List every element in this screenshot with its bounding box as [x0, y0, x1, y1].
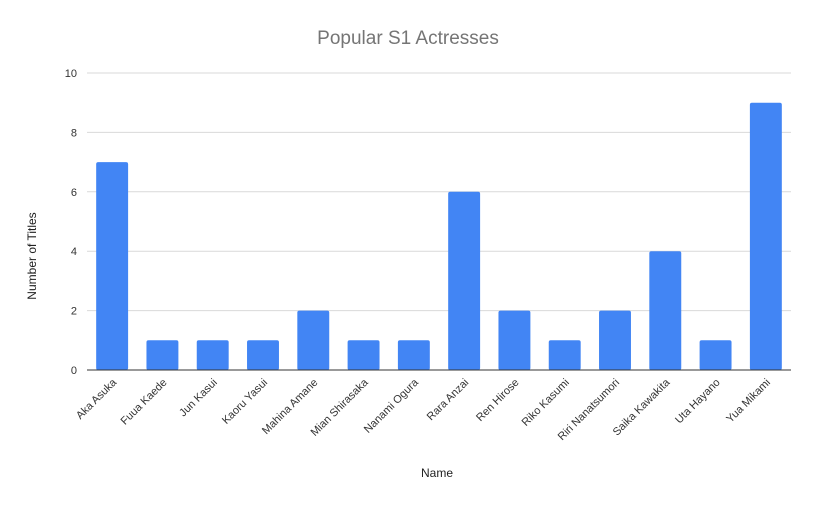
- bar: [96, 162, 129, 370]
- x-tick-label: Nanami Ogura: [362, 376, 422, 436]
- x-tick-label: Kaoru Yasui: [220, 377, 270, 427]
- bar: [448, 191, 481, 370]
- x-tick-label: Yua Mikami: [724, 377, 773, 426]
- x-tick-label: Rara Anzai: [425, 377, 472, 424]
- x-tick-label: Fuua Kaede: [119, 377, 170, 428]
- y-axis-ticks: 0 2 4 6 8 10: [65, 68, 77, 377]
- y-tick-label: 10: [65, 68, 77, 80]
- bar: [548, 340, 581, 370]
- bar: [749, 102, 782, 370]
- bar: [247, 340, 279, 370]
- bar: [599, 310, 631, 370]
- x-tick-label: Aka Asuka: [74, 376, 120, 422]
- bar: [699, 340, 732, 370]
- y-tick-label: 4: [71, 246, 77, 258]
- y-tick-label: 2: [71, 306, 77, 318]
- x-tick-label: Jun Kasui: [177, 377, 220, 420]
- bar: [498, 310, 531, 370]
- y-tick-label: 6: [71, 187, 77, 199]
- bar: [196, 340, 229, 370]
- x-axis-label: Name: [421, 466, 453, 480]
- bars: [96, 102, 782, 370]
- x-axis-ticks: Aka Asuka Fuua Kaede Jun Kasui Kaoru YasuiM…: [74, 376, 773, 443]
- bar: [347, 340, 380, 370]
- y-axis-label: Number of Titles: [25, 212, 39, 299]
- bar: [649, 251, 682, 370]
- x-tick-label: Ren Hirose: [474, 377, 521, 424]
- bar: [146, 340, 179, 370]
- x-tick-label: Riko Kasumi: [520, 377, 572, 429]
- bar: [297, 310, 330, 370]
- bar: [397, 340, 430, 370]
- gridlines: [87, 72, 791, 312]
- chart-title: Popular S1 Actresses: [317, 28, 499, 49]
- y-tick-label: 8: [71, 127, 77, 139]
- x-tick-label: Uta Hayano: [673, 377, 723, 427]
- y-tick-label: 0: [71, 365, 77, 377]
